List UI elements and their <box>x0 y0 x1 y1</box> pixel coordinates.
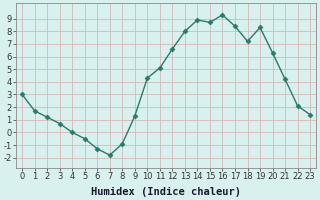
X-axis label: Humidex (Indice chaleur): Humidex (Indice chaleur) <box>91 186 241 197</box>
